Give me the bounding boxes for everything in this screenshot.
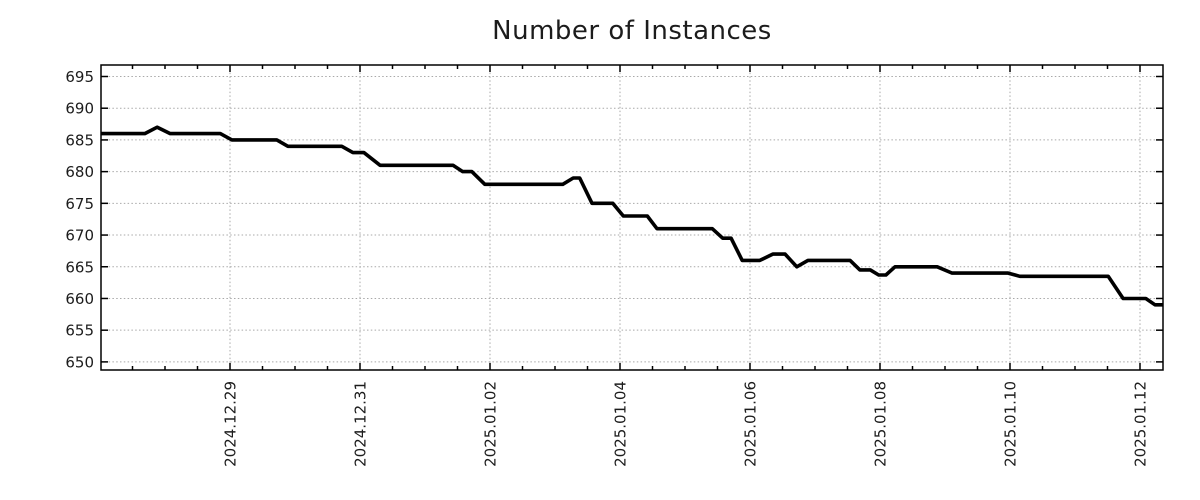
- y-tick-label: 665: [65, 258, 94, 276]
- x-tick-label: 2024.12.29: [222, 381, 240, 467]
- y-tick-label: 675: [65, 195, 94, 213]
- y-tick-label: 695: [65, 68, 94, 86]
- y-tick-label: 650: [65, 353, 94, 371]
- x-tick-label: 2025.01.06: [742, 381, 760, 467]
- y-tick-label: 680: [65, 163, 94, 181]
- y-tick-label: 685: [65, 131, 94, 149]
- x-tick-label: 2025.01.08: [872, 381, 890, 467]
- y-tick-label: 670: [65, 227, 94, 245]
- y-tick-label: 690: [65, 100, 94, 118]
- x-tick-label: 2025.01.12: [1132, 381, 1150, 467]
- y-tick-label: 655: [65, 322, 94, 340]
- x-tick-label: 2025.01.10: [1002, 381, 1020, 467]
- data-line-instances: [101, 125, 1163, 307]
- plot-frame: [100, 64, 1164, 371]
- x-tick-label: 2024.12.31: [352, 381, 370, 467]
- chart-title: Number of Instances: [492, 16, 772, 46]
- y-tick-label: 660: [65, 290, 94, 308]
- x-tick-label: 2025.01.04: [612, 381, 630, 467]
- x-tick-label: 2025.01.02: [482, 381, 500, 467]
